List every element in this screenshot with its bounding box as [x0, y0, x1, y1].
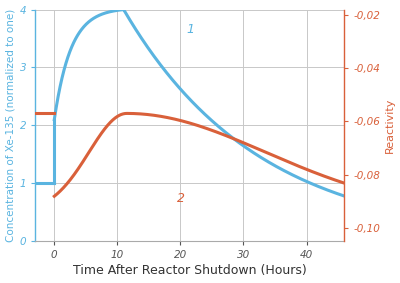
Y-axis label: Concentration of Xe-135 (normalized to one): Concentration of Xe-135 (normalized to o…: [6, 9, 16, 242]
X-axis label: Time After Reactor Shutdown (Hours): Time After Reactor Shutdown (Hours): [73, 264, 307, 277]
Text: 2: 2: [177, 192, 185, 205]
Text: 1: 1: [187, 23, 195, 36]
Y-axis label: Reactivity: Reactivity: [384, 98, 394, 153]
